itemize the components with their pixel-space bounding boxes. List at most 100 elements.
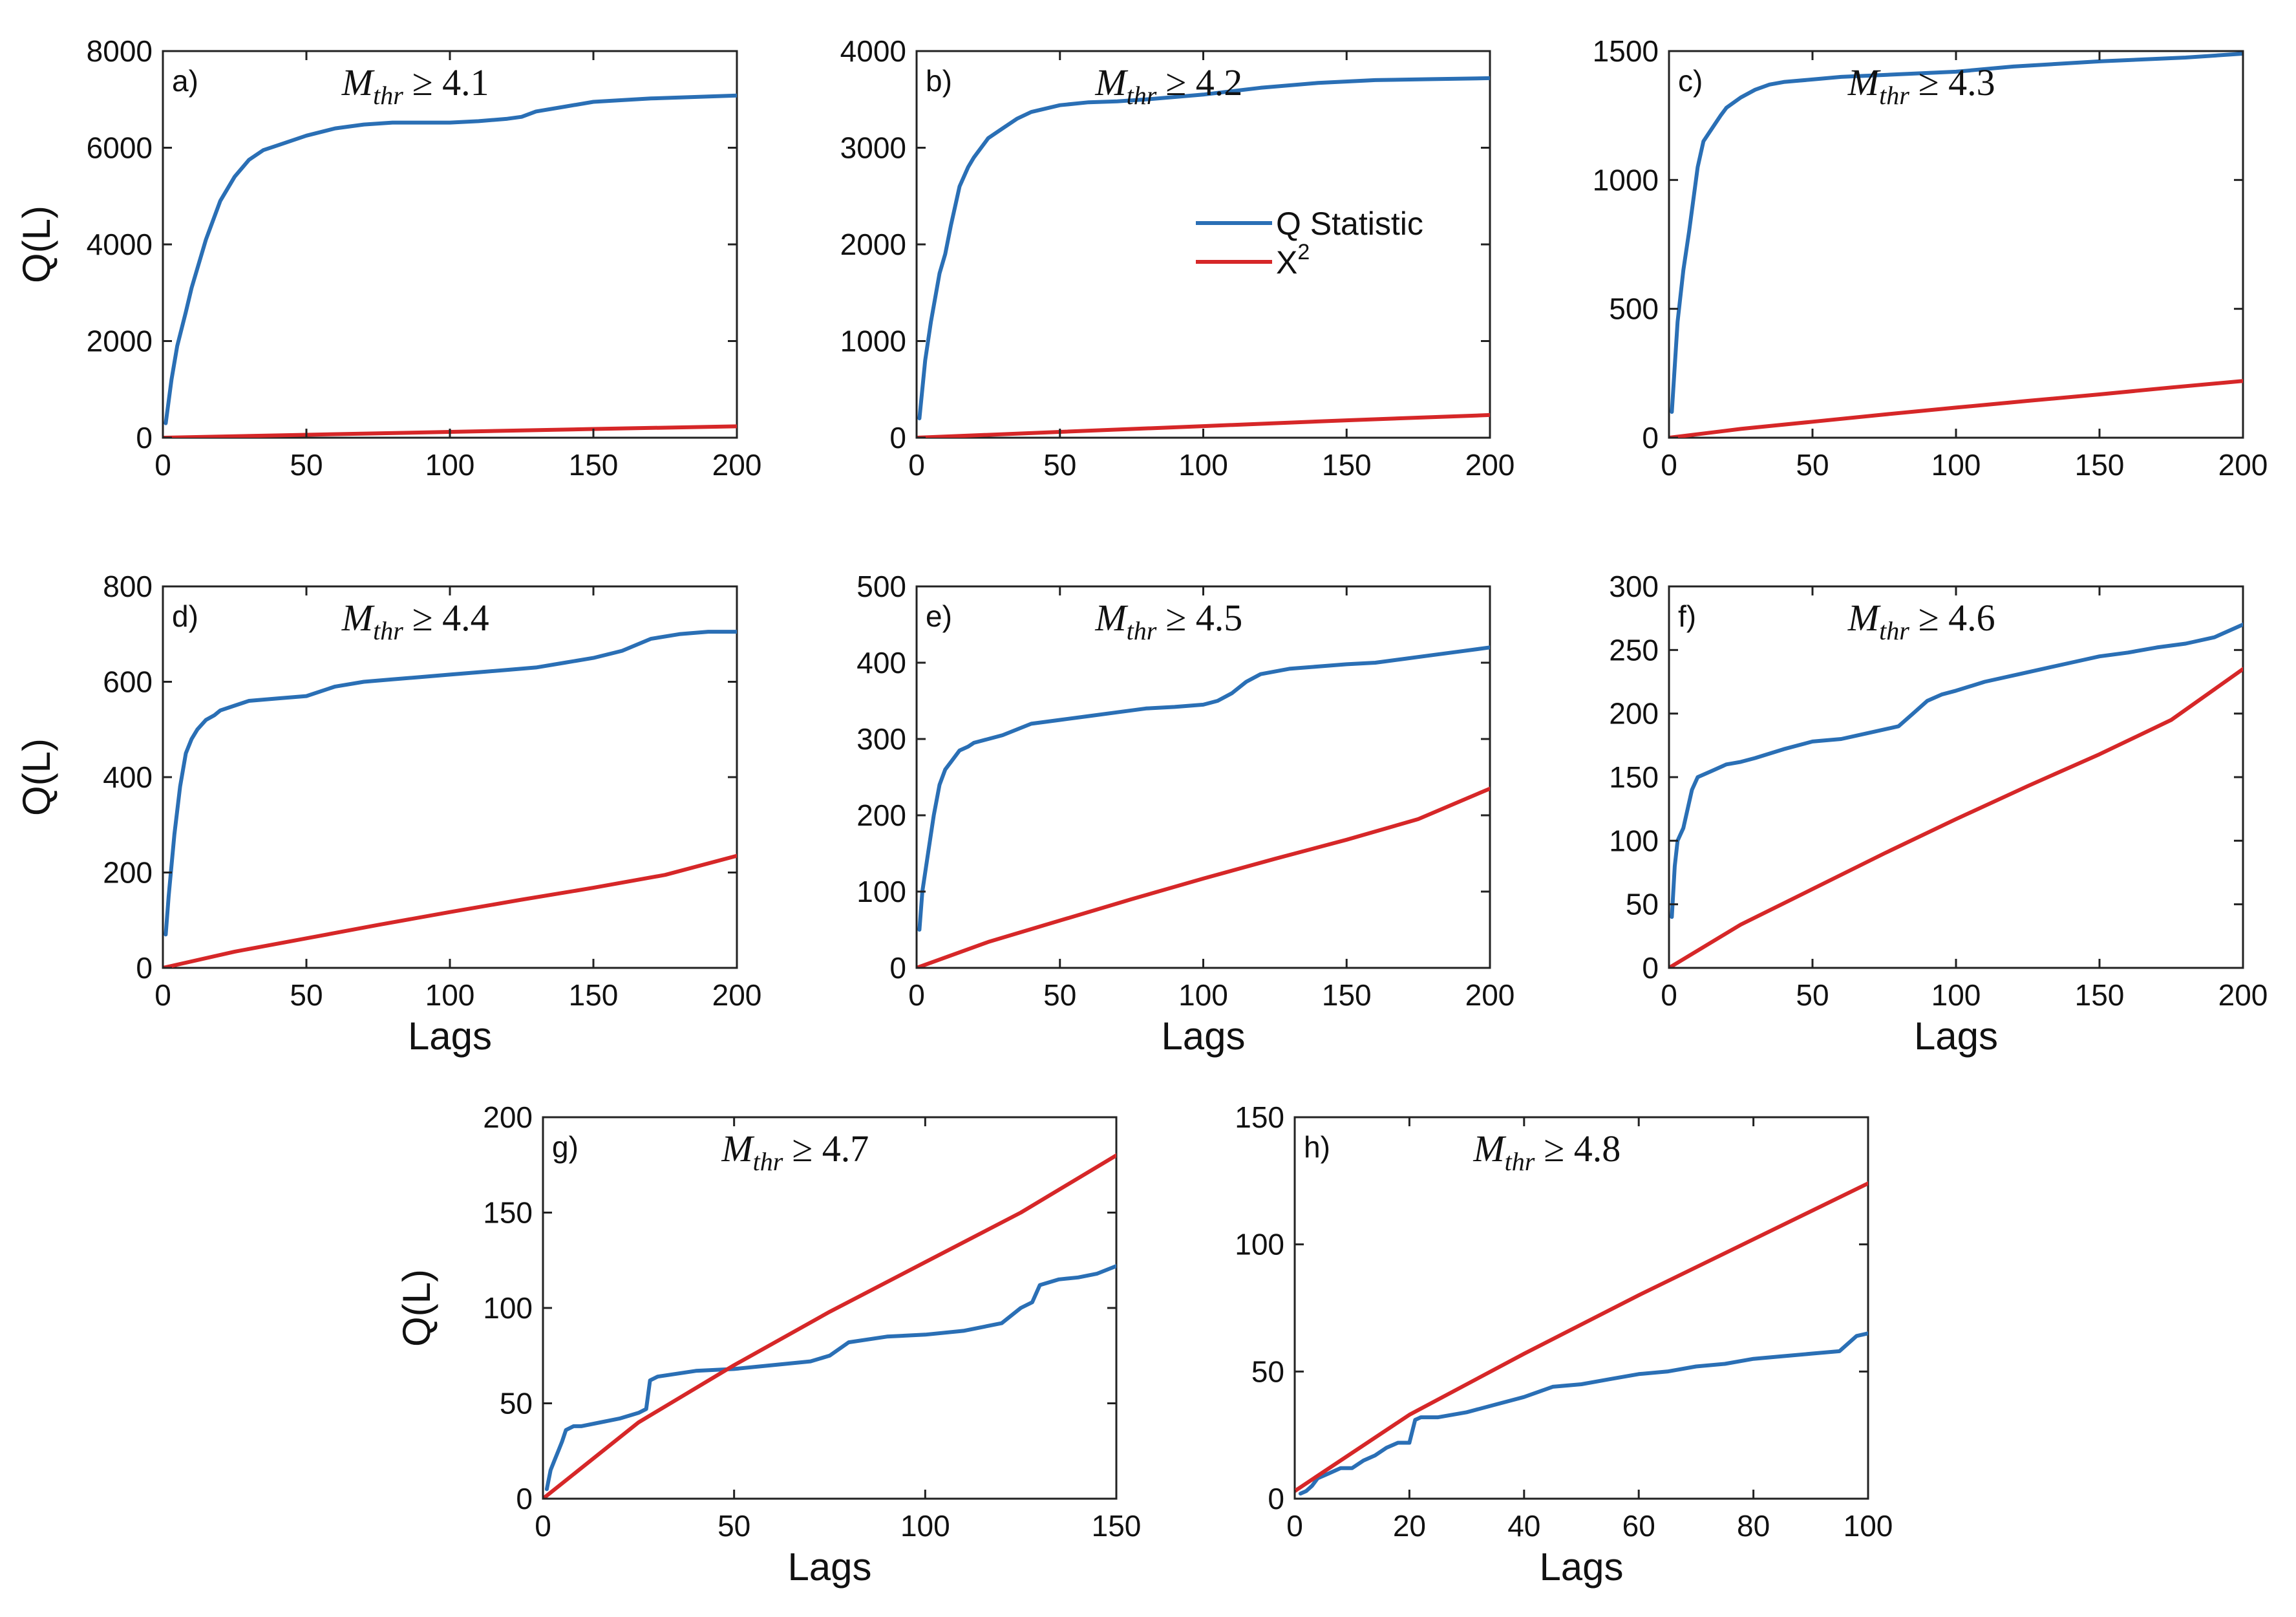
chart-e-chi-square-line — [917, 786, 1490, 968]
chart-a-ytick-label: 8000 — [87, 34, 153, 68]
chart-e-ytick-label: 400 — [856, 646, 906, 680]
chart-e-title-relation: ≥ 4.5 — [1165, 597, 1242, 639]
chart-f-xtick-label: 200 — [2218, 978, 2268, 1012]
chart-a-title-relation: ≥ 4.1 — [412, 61, 489, 103]
chart-c-panel-label: c) — [1678, 64, 1703, 98]
chart-a-title-symbol: M — [341, 61, 375, 103]
chart-a-panel-label: a) — [172, 64, 198, 98]
chart-f-title: Mthr ≥ 4.6 — [1847, 597, 1995, 645]
chart-d-title: Mthr ≥ 4.4 — [341, 597, 489, 645]
chart-e-ytick-label: 100 — [856, 875, 906, 908]
chart-b-q-statistic-line — [917, 76, 1490, 421]
chart-c-title: Mthr ≥ 4.3 — [1847, 61, 1995, 110]
chart-h-xtick-label: 60 — [1622, 1509, 1655, 1543]
chart-f-title-symbol: M — [1847, 597, 1881, 639]
chart-g-xtick-label: 150 — [1092, 1509, 1142, 1543]
chart-b-title-subscript: thr — [1127, 81, 1157, 110]
legend-chi-square-sup: 2 — [1297, 240, 1310, 264]
chart-d-xlabel: Lags — [408, 1014, 492, 1058]
chart-a-axes-frame — [162, 50, 738, 439]
chart-g-axes-frame — [542, 1116, 1118, 1500]
chart-e-ytick-label: 200 — [856, 798, 906, 832]
chart-d-ytick-label: 0 — [136, 951, 153, 985]
chart-g-chi-square-line — [543, 1153, 1116, 1499]
chart-f-xlabel: Lags — [1914, 1014, 1998, 1058]
chart-h-ytick-label: 100 — [1235, 1228, 1284, 1261]
chart-c-ytick-label: 1000 — [1593, 163, 1659, 197]
chart-b-title-symbol: M — [1094, 61, 1128, 103]
chart-e-xtick-label: 0 — [908, 978, 925, 1012]
chart-e-panel: 0 50 100 150 200 0 100 200 300 400 500 e) Mthr ≥ 4.5 L… — [856, 570, 1515, 1058]
chart-c-q-statistic-line — [1670, 52, 2243, 414]
chart-g-title-relation: ≥ 4.7 — [792, 1128, 869, 1170]
chart-a-q-statistic-line — [164, 93, 737, 425]
chart-h-xlabel: Lags — [1539, 1545, 1623, 1589]
chart-d-xtick-label: 150 — [569, 978, 619, 1012]
chart-b-title: Mthr ≥ 4.2 — [1094, 61, 1242, 110]
chart-c-xtick-label: 200 — [2218, 448, 2268, 482]
chart-e-title-symbol: M — [1094, 597, 1128, 639]
chart-g-title-symbol: M — [721, 1128, 754, 1170]
chart-c-xtick-label: 0 — [1661, 448, 1677, 482]
chart-a-title: Mthr ≥ 4.1 — [341, 61, 489, 110]
chart-d-ytick-label: 200 — [103, 856, 153, 890]
chart-e-panel-label: e) — [926, 599, 952, 633]
chart-h-panel-label: h) — [1304, 1130, 1330, 1164]
chart-f-panel: 0 50 100 150 200 0 50 100 150 200 250 300 f) Mthr ≥ 4.… — [1609, 570, 2268, 1058]
chart-h-title-relation: ≥ 4.8 — [1544, 1128, 1621, 1170]
chart-f-xtick-label: 50 — [1796, 978, 1829, 1012]
chart-g-ylabel: Q(L) — [395, 1269, 438, 1347]
chart-f-ytick-label: 250 — [1609, 633, 1659, 667]
chart-e-series-group — [917, 645, 1490, 968]
chart-a-ytick-label: 2000 — [87, 325, 153, 358]
chart-c-panel: 0 50 100 150 200 0 500 1000 1500 c) Mthr ≥ 4.3 — [1593, 34, 2268, 482]
chart-b-xtick-label: 0 — [908, 448, 925, 482]
chart-e-axes-frame — [915, 585, 1491, 969]
chart-d-panel: 0 50 100 150 200 0 200 400 600 800 d) Mthr ≥ 4.4 Lags… — [15, 570, 761, 1058]
chart-g-xtick-label: 50 — [717, 1509, 750, 1543]
chart-e-ytick-label: 0 — [889, 951, 906, 985]
chart-b-ytick-label: 3000 — [840, 131, 906, 165]
chart-b-xtick-label: 100 — [1178, 448, 1228, 482]
chart-g-title: Mthr ≥ 4.7 — [721, 1128, 869, 1176]
chart-a-ytick-label: 4000 — [87, 228, 153, 261]
chart-f-ytick-label: 100 — [1609, 824, 1659, 857]
chart-g-xtick-label: 0 — [535, 1509, 551, 1543]
chart-c-ytick-label: 0 — [1642, 421, 1659, 455]
chart-f-xtick-label: 150 — [2075, 978, 2125, 1012]
chart-g-xlabel: Lags — [787, 1545, 871, 1589]
chart-e-xlabel: Lags — [1161, 1014, 1245, 1058]
chart-b-title-relation: ≥ 4.2 — [1165, 61, 1242, 103]
chart-b-chi-square-line — [917, 412, 1490, 438]
chart-g-panel-label: g) — [552, 1130, 579, 1164]
chart-c-title-symbol: M — [1847, 61, 1881, 103]
chart-h-title-subscript: thr — [1505, 1147, 1535, 1176]
chart-h-ytick-label: 0 — [1268, 1482, 1284, 1515]
chart-f-q-statistic-line — [1670, 623, 2243, 919]
chart-f-ytick-label: 150 — [1609, 760, 1659, 794]
chart-d-xtick-label: 0 — [154, 978, 171, 1012]
chart-e-xtick-label: 200 — [1465, 978, 1515, 1012]
legend-chi-square-base: X — [1276, 244, 1297, 281]
chart-b-xtick-label: 150 — [1322, 448, 1372, 482]
chart-c-xtick-label: 150 — [2075, 448, 2125, 482]
chart-a-ytick-label: 6000 — [87, 131, 153, 165]
chart-f-axes-frame — [1668, 585, 2244, 969]
chart-a-xtick-label: 50 — [290, 448, 323, 482]
chart-c-xtick-label: 100 — [1931, 448, 1981, 482]
chart-f-title-subscript: thr — [1879, 616, 1909, 645]
chart-f-ytick-label: 0 — [1642, 951, 1659, 985]
chart-a-xtick-label: 100 — [425, 448, 475, 482]
chart-g-ytick-label: 150 — [483, 1196, 533, 1230]
chart-b-panel-label: b) — [926, 64, 952, 98]
chart-h-axes-frame — [1293, 1116, 1869, 1500]
legend-q-statistic-label: Q Statistic — [1276, 206, 1423, 242]
chart-c-ytick-label: 500 — [1609, 292, 1659, 326]
chart-c-axes-frame — [1668, 50, 2244, 439]
chart-g-ytick-label: 100 — [483, 1291, 533, 1325]
chart-d-ylabel: Q(L) — [15, 738, 58, 816]
chart-a-xtick-label: 150 — [569, 448, 619, 482]
chart-d-xtick-label: 50 — [290, 978, 323, 1012]
